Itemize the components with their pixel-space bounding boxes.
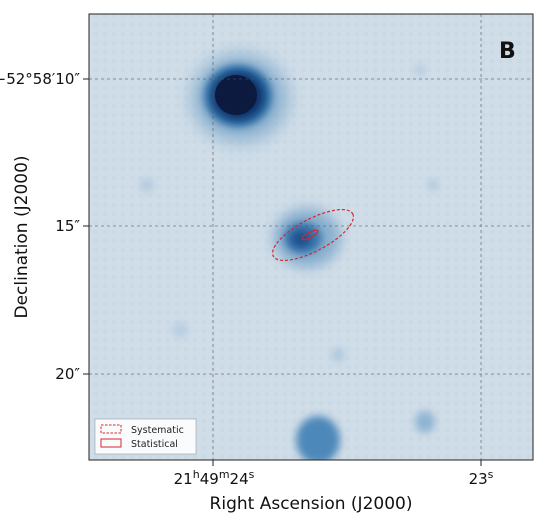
faint-sources xyxy=(140,64,438,460)
central-source xyxy=(273,208,341,268)
y-tick-label-1: −52°58′10″ xyxy=(0,70,80,88)
statistical-error-ellipse xyxy=(301,229,319,241)
x-tick-label-1: 21h49m24s xyxy=(174,468,255,488)
panel-label: B xyxy=(499,39,516,64)
bright-source xyxy=(192,54,288,142)
plot-frame xyxy=(88,13,534,461)
y-axis-title: Declination (J2000) xyxy=(12,155,32,318)
y-tick-label-2: 15″ xyxy=(55,217,80,235)
ticks xyxy=(83,78,482,466)
legend-label-statistical: Statistical xyxy=(131,439,178,450)
legend: Systematic Statistical xyxy=(94,418,197,455)
y-tick-label-3: 20″ xyxy=(55,365,80,383)
legend-box xyxy=(94,418,197,455)
systematic-error-ellipse xyxy=(271,208,355,262)
grid xyxy=(89,14,533,460)
legend-swatch-statistical xyxy=(100,438,122,448)
legend-label-systematic: Systematic xyxy=(131,425,184,436)
legend-swatch-systematic xyxy=(100,424,122,434)
image-panel: Systematic Statistical B xyxy=(89,14,533,460)
x-axis-title: Right Ascension (J2000) xyxy=(210,494,413,514)
x-tick-label-2: 23s xyxy=(469,468,494,488)
